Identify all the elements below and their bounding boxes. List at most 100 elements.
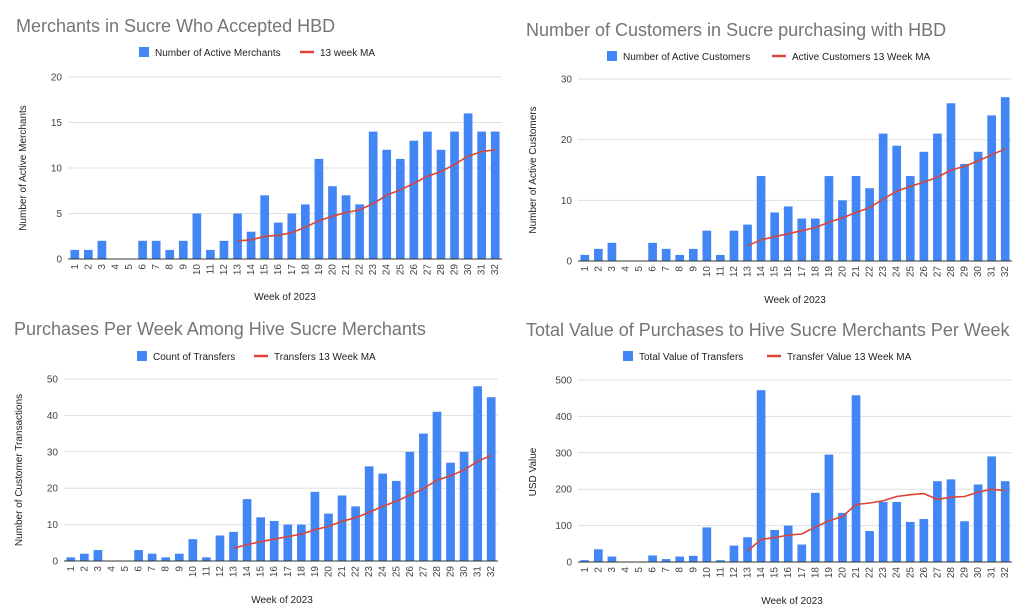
chart-title: Purchases Per Week Among Hive Sucre Merc…: [14, 319, 426, 339]
x-tick-label: 14: [246, 264, 257, 276]
bar: [151, 240, 161, 259]
bar: [729, 230, 739, 261]
bar: [688, 555, 698, 562]
bar: [675, 254, 685, 261]
bar: [905, 521, 915, 562]
x-tick-label: 5: [124, 264, 135, 270]
x-tick-label: 22: [355, 264, 366, 276]
bar: [419, 433, 428, 561]
bar: [892, 501, 902, 562]
legend-label-bar: Total Value of Transfers: [639, 352, 743, 363]
chart-panel-active-merchants: Merchants in Sucre Who Accepted HBD Numb…: [16, 16, 502, 303]
legend-label-bar: Number of Active Merchants: [155, 48, 281, 59]
x-tick-label: 24: [382, 264, 393, 276]
bar: [423, 131, 432, 259]
x-tick-label: 30: [463, 264, 474, 276]
bar: [594, 248, 603, 261]
bar: [477, 131, 486, 259]
x-tick-label: 24: [892, 567, 903, 579]
x-tick-label: 13: [233, 264, 244, 276]
bar: [648, 242, 657, 261]
x-tick-label: 18: [300, 264, 311, 276]
x-tick-label: 14: [756, 266, 767, 278]
bar: [933, 481, 942, 562]
x-tick-label: 25: [905, 266, 916, 278]
bar: [192, 213, 202, 259]
x-tick-label: 9: [688, 567, 699, 573]
bar: [607, 242, 617, 261]
legend-label-bar: Count of Transfers: [153, 352, 235, 363]
x-tick-label: 6: [648, 266, 659, 272]
x-tick-label: 8: [675, 266, 686, 272]
x-tick-label: 31: [477, 264, 488, 276]
x-tick-label: 13: [229, 566, 240, 578]
bar: [246, 231, 256, 259]
x-tick-label: 5: [120, 566, 131, 572]
x-tick-label: 32: [1000, 266, 1011, 278]
bar: [382, 149, 392, 259]
bar: [811, 218, 820, 261]
x-tick-label: 6: [138, 264, 149, 270]
x-tick-label: 10: [188, 566, 199, 578]
legend-label-bar: Number of Active Customers: [623, 52, 750, 63]
bar: [702, 230, 712, 261]
x-tick-label: 3: [97, 264, 108, 270]
x-tick-label: 2: [593, 266, 604, 272]
y-tick-label: 200: [555, 485, 572, 496]
x-tick-label: 29: [960, 266, 971, 278]
x-tick-label: 14: [242, 566, 253, 578]
x-tick-label: 30: [459, 566, 470, 578]
x-tick-label: 26: [919, 266, 930, 278]
x-tick-label: 29: [450, 264, 461, 276]
x-tick-label: 16: [273, 264, 284, 276]
y-tick-label: 40: [47, 411, 59, 422]
bar: [364, 466, 374, 561]
bar: [905, 176, 915, 261]
bar: [355, 204, 364, 259]
x-tick-label: 25: [395, 264, 406, 276]
x-tick-label: 4: [620, 567, 631, 573]
bar: [960, 521, 969, 562]
x-tick-label: 12: [729, 567, 740, 579]
bar: [165, 249, 175, 259]
bar: [391, 480, 401, 561]
bar: [337, 495, 347, 561]
bar: [233, 213, 242, 259]
x-tick-label: 17: [283, 566, 294, 578]
x-tick-label: 15: [770, 266, 781, 278]
bar: [688, 248, 698, 261]
x-tick-label: 20: [837, 567, 848, 579]
bar: [273, 222, 283, 259]
bar: [446, 462, 455, 561]
bar: [797, 544, 807, 562]
bar: [409, 140, 419, 259]
bar: [892, 145, 902, 261]
bar: [260, 195, 269, 259]
bar: [716, 560, 725, 562]
bar: [463, 113, 473, 260]
bar: [206, 249, 215, 259]
bar: [973, 484, 983, 562]
bar: [960, 163, 969, 261]
bar: [851, 395, 861, 562]
x-tick-label: 13: [743, 266, 754, 278]
x-tick-label: 22: [865, 567, 876, 579]
bar: [341, 195, 351, 259]
x-tick-label: 12: [729, 266, 740, 278]
x-tick-label: 21: [341, 264, 352, 276]
bar: [1000, 481, 1010, 562]
bar: [178, 240, 188, 259]
bar: [729, 545, 739, 562]
bar: [838, 512, 847, 562]
bar: [215, 535, 225, 561]
x-tick-label: 23: [364, 566, 375, 578]
bar: [783, 525, 793, 562]
bar: [93, 550, 103, 561]
y-tick-label: 30: [561, 75, 573, 86]
x-tick-label: 8: [165, 264, 176, 270]
bar: [328, 186, 337, 259]
x-tick-label: 12: [215, 566, 226, 578]
